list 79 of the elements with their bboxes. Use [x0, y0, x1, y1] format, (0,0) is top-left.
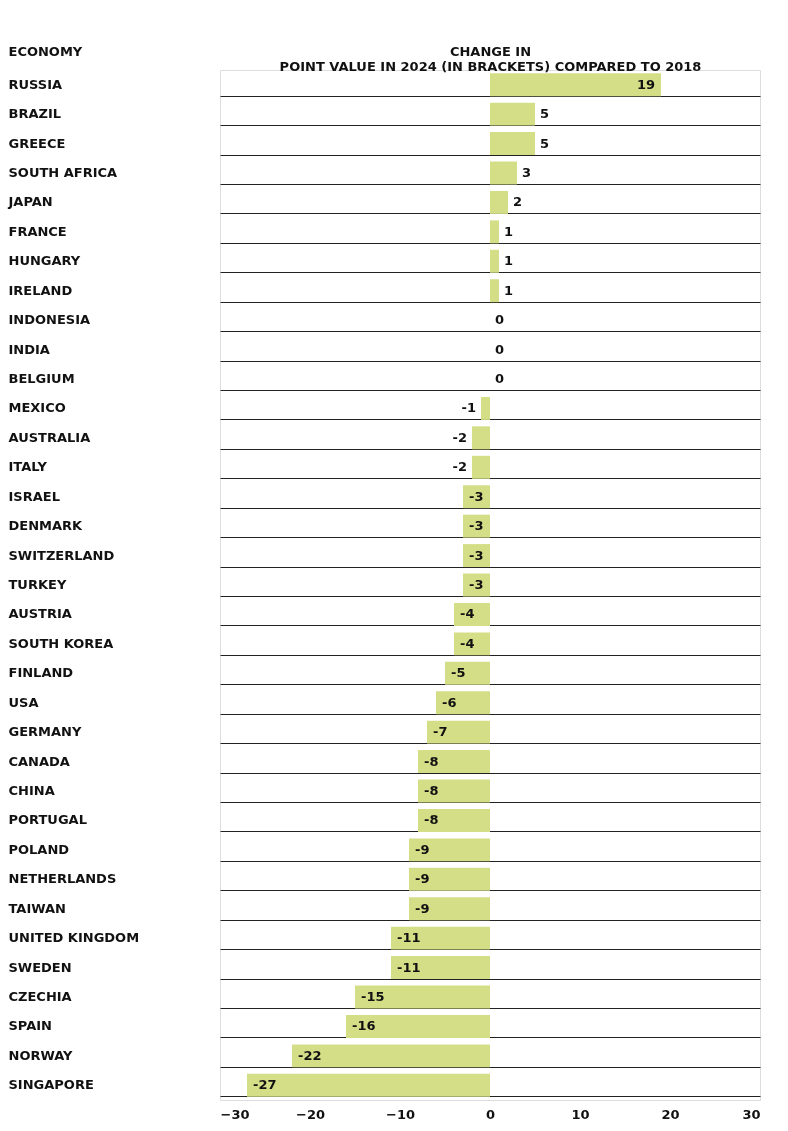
y-tick-label: ITALY — [8, 459, 48, 475]
y-tick-label: DENMARK — [8, 518, 84, 534]
data-label: 2 — [513, 194, 523, 210]
x-axis-title: CHANGE IN POINT VALUE IN 2024 (IN BRACKETS) COMPARED TO 2018 — [279, 43, 702, 74]
data-label: -22 — [298, 1047, 322, 1063]
data-label: 1 — [504, 223, 514, 239]
y-tick-label: TURKEY — [8, 577, 67, 592]
y-tick-label: BELGIUM — [8, 371, 75, 386]
y-tick-label: FRANCE — [8, 223, 67, 239]
y-tick-label: MEXICO — [8, 400, 66, 416]
data-label: 5 — [540, 106, 550, 122]
y-tick-label: BRAZIL — [8, 106, 62, 122]
data-label: -16 — [352, 1018, 376, 1034]
x-tick-label: 20 — [661, 1106, 680, 1122]
data-label: -6 — [442, 694, 457, 710]
y-tick-label: RUSSIA — [8, 76, 63, 92]
y-axis-title: ECONOMY — [8, 43, 83, 59]
y-tick-label: SWEDEN — [8, 959, 72, 975]
y-tick-label: GERMANY — [8, 724, 82, 740]
data-label: -7 — [433, 724, 448, 740]
data-label: -3 — [469, 547, 484, 563]
y-tick-label: IRELAND — [8, 282, 73, 298]
x-tick-label: −10 — [386, 1106, 415, 1122]
y-tick-label: JAPAN — [7, 194, 53, 210]
x-tick-label: −30 — [220, 1106, 250, 1122]
data-label: -1 — [461, 400, 476, 416]
y-tick-label: CHINA — [8, 783, 55, 798]
data-label: 1 — [504, 253, 514, 269]
y-tick-label: SOUTH AFRICA — [8, 165, 118, 180]
y-tick-label: SINGAPORE — [8, 1077, 94, 1093]
y-tick-label: ISRAEL — [8, 488, 60, 504]
y-tick-label: UNITED KINGDOM — [8, 930, 140, 946]
y-tick-label: SWITZERLAND — [8, 547, 115, 563]
data-label: -3 — [469, 488, 484, 504]
data-label: -9 — [415, 871, 430, 887]
y-tick-label: CANADA — [8, 753, 70, 769]
y-tick-label: USA — [8, 694, 39, 710]
y-tick-label: NETHERLANDS — [8, 871, 117, 887]
y-tick-label: INDONESIA — [8, 312, 91, 328]
data-label: -9 — [415, 841, 430, 857]
x-tick-label: 0 — [485, 1106, 496, 1122]
y-tick-label: CZECHIA — [8, 989, 72, 1004]
data-label: -15 — [361, 989, 385, 1004]
data-label: -11 — [397, 930, 421, 946]
data-label: 3 — [522, 165, 532, 180]
y-tick-label: PORTUGAL — [8, 812, 87, 828]
data-label: -2 — [452, 429, 467, 445]
x-tick-label: 30 — [742, 1106, 761, 1122]
y-tick-label: TAIWAN — [8, 900, 66, 916]
y-tick-label: SOUTH KOREA — [8, 635, 114, 651]
data-label: -3 — [469, 577, 484, 592]
data-label: -5 — [451, 665, 466, 681]
data-label: -11 — [397, 959, 421, 975]
data-label: 5 — [540, 135, 550, 151]
data-label: -4 — [460, 635, 475, 651]
y-tick-label: HUNGARY — [8, 253, 81, 269]
y-tick-label: NORWAY — [8, 1047, 74, 1063]
y-tick-label: INDIA — [8, 341, 50, 357]
data-label: 0 — [495, 371, 505, 386]
data-label: 19 — [636, 76, 655, 92]
data-label: -4 — [460, 606, 475, 622]
y-tick-label: GREECE — [8, 135, 66, 151]
data-label: -9 — [415, 900, 430, 916]
data-label: 1 — [504, 282, 514, 298]
data-label: 0 — [495, 312, 505, 328]
data-label: -8 — [424, 753, 439, 769]
data-label: 0 — [495, 341, 505, 357]
y-tick-label: FINLAND — [8, 665, 74, 681]
y-tick-label: AUSTRIA — [8, 606, 72, 622]
x-tick-label: −20 — [296, 1106, 325, 1122]
data-label: -3 — [469, 518, 484, 534]
data-label: -2 — [452, 459, 467, 475]
x-tick-label: 10 — [571, 1106, 590, 1122]
y-tick-label: POLAND — [8, 841, 70, 857]
data-label: -27 — [253, 1077, 277, 1093]
data-label: -8 — [424, 783, 439, 798]
data-label: -8 — [424, 812, 439, 828]
y-tick-label: SPAIN — [8, 1018, 52, 1034]
y-tick-label: AUSTRALIA — [8, 429, 91, 445]
